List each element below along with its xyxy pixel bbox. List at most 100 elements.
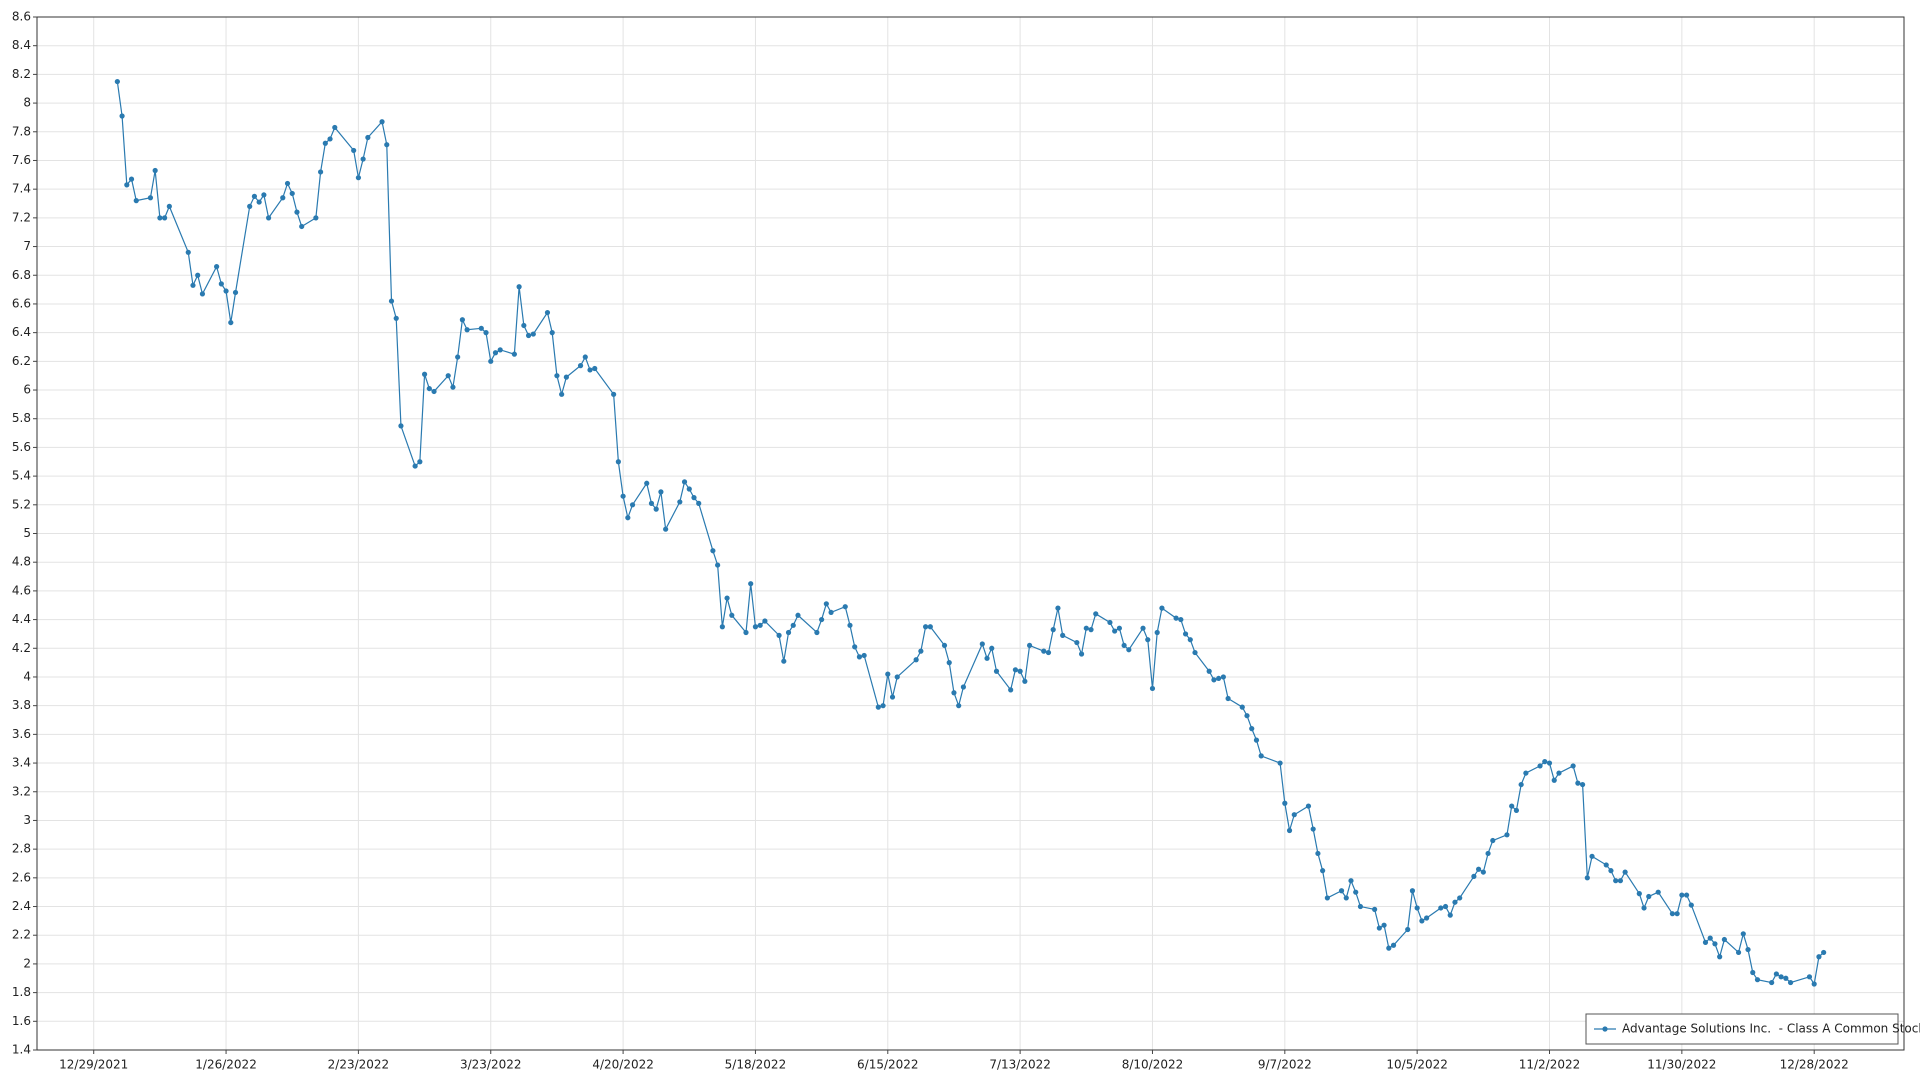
- data-point: [1513, 807, 1520, 814]
- y-tick-label: 2.2: [12, 928, 31, 942]
- data-point: [696, 500, 702, 506]
- data-point: [1286, 827, 1293, 834]
- data-point: [1537, 763, 1543, 769]
- y-tick-label: 8: [23, 96, 31, 110]
- data-point: [1050, 627, 1056, 633]
- data-point: [455, 354, 461, 360]
- data-point: [1074, 639, 1080, 646]
- data-point: [681, 479, 688, 485]
- data-point: [946, 660, 952, 666]
- y-tick-label: 3.8: [12, 698, 31, 712]
- y-tick-label: 8.6: [12, 10, 31, 24]
- data-point: [1145, 637, 1151, 643]
- data-point: [1078, 651, 1085, 657]
- y-tick-label: 4: [23, 669, 31, 683]
- data-point: [365, 134, 371, 141]
- legend-marker: [1602, 1026, 1608, 1032]
- data-point: [1542, 759, 1548, 765]
- data-point: [214, 264, 220, 270]
- data-point: [577, 363, 584, 369]
- data-point: [218, 281, 224, 287]
- data-point: [615, 459, 621, 465]
- y-tick-label: 5.2: [12, 497, 31, 511]
- data-point: [1485, 850, 1491, 857]
- data-point: [1206, 668, 1212, 674]
- y-tick-label: 5.4: [12, 469, 31, 483]
- data-point: [464, 327, 470, 333]
- data-point: [261, 192, 267, 198]
- y-tick-label: 7.2: [12, 210, 31, 224]
- data-point: [1405, 926, 1411, 933]
- data-point: [554, 373, 560, 379]
- data-point: [497, 347, 503, 353]
- y-tick-label: 2: [23, 956, 31, 970]
- y-tick-label: 6: [23, 383, 31, 397]
- data-point: [776, 632, 782, 638]
- data-point: [1320, 868, 1326, 874]
- data-point: [1603, 862, 1609, 868]
- data-point: [128, 176, 135, 182]
- y-tick-label: 1.4: [12, 1043, 31, 1057]
- data-point: [724, 595, 730, 601]
- data-point: [785, 629, 792, 636]
- data-point: [133, 198, 139, 204]
- data-point: [1745, 946, 1751, 953]
- data-point: [1060, 632, 1066, 638]
- data-point: [355, 175, 362, 181]
- data-point: [1409, 888, 1416, 894]
- data-point: [653, 506, 659, 512]
- data-point: [677, 499, 683, 505]
- data-point: [351, 147, 357, 154]
- data-point: [1277, 760, 1283, 766]
- data-point: [790, 622, 796, 628]
- y-tick-label: 6.6: [12, 296, 31, 310]
- data-point: [842, 604, 848, 610]
- y-tick-label: 5: [23, 526, 31, 540]
- data-point: [1012, 667, 1019, 673]
- data-point: [1343, 895, 1349, 901]
- x-tick-label: 4/20/2022: [592, 1058, 654, 1072]
- x-tick-label: 1/26/2022: [195, 1058, 257, 1072]
- data-point: [587, 367, 593, 373]
- data-point: [1655, 889, 1661, 895]
- data-point: [327, 136, 333, 142]
- data-point: [223, 288, 229, 294]
- data-point: [1140, 625, 1146, 631]
- data-point: [1386, 945, 1392, 951]
- data-point: [393, 315, 399, 321]
- y-tick-label: 4.8: [12, 555, 31, 569]
- data-point: [729, 612, 735, 618]
- data-point: [1773, 971, 1779, 977]
- data-point: [620, 493, 626, 499]
- data-point: [157, 215, 163, 221]
- data-point: [398, 423, 404, 429]
- data-point: [1490, 837, 1496, 844]
- data-point: [124, 182, 130, 188]
- data-point: [989, 645, 995, 651]
- data-point: [1438, 905, 1444, 911]
- y-tick-label: 3.4: [12, 756, 31, 770]
- data-point: [979, 641, 985, 647]
- data-point: [686, 486, 692, 492]
- data-point: [1721, 936, 1727, 943]
- data-point: [1026, 642, 1033, 649]
- data-point: [1239, 704, 1245, 710]
- data-point: [823, 601, 829, 607]
- data-point: [993, 668, 1000, 674]
- data-point: [710, 548, 716, 554]
- data-point: [927, 624, 933, 630]
- data-point: [1447, 912, 1453, 918]
- data-point: [1504, 832, 1510, 838]
- data-point: [1787, 979, 1794, 986]
- data-point: [1324, 895, 1330, 901]
- data-point: [1182, 631, 1189, 637]
- data-point: [1570, 763, 1576, 769]
- data-point: [280, 195, 286, 201]
- data-point: [644, 480, 650, 486]
- data-point: [1816, 954, 1822, 960]
- data-point: [247, 203, 253, 209]
- legend-label: Advantage Solutions Inc. - Class A Commo…: [1622, 1022, 1920, 1036]
- data-point: [1041, 648, 1047, 654]
- data-point: [360, 156, 366, 162]
- data-point: [1617, 878, 1624, 884]
